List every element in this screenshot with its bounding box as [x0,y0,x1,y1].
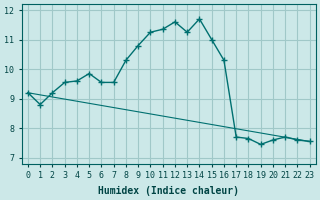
X-axis label: Humidex (Indice chaleur): Humidex (Indice chaleur) [98,186,239,196]
